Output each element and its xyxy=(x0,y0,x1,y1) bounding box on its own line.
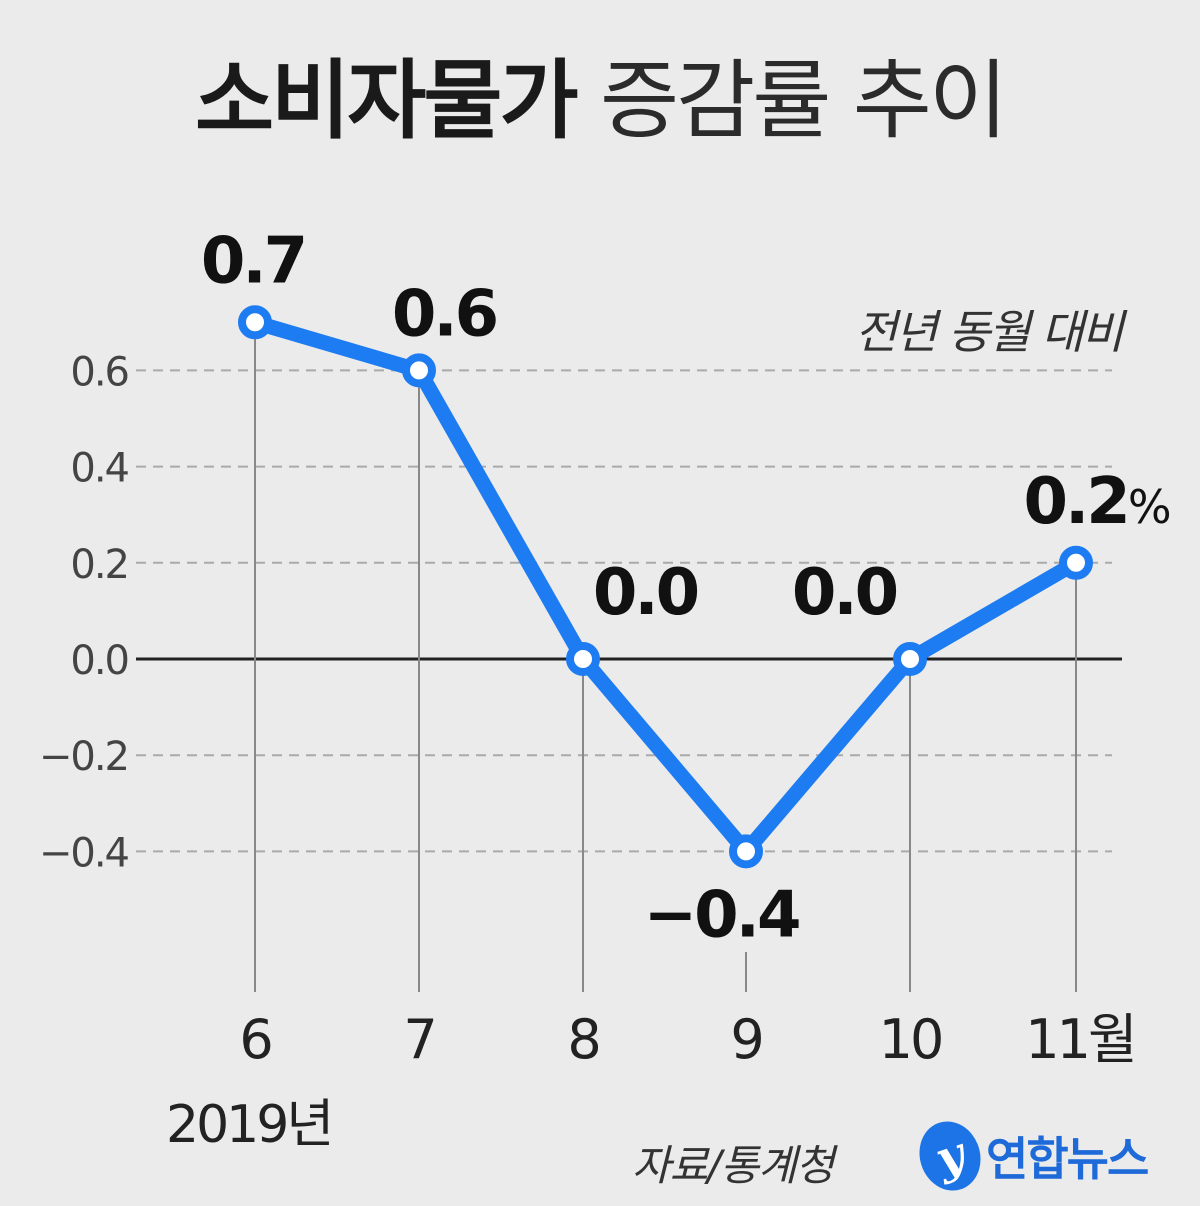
data-point xyxy=(893,642,927,676)
y-tick-label: 0.0 xyxy=(70,638,128,684)
x-tick-label: 6 xyxy=(239,1008,270,1071)
data-point xyxy=(238,305,272,340)
data-label-unit: % xyxy=(1128,480,1170,534)
yonhap-logo: y 연합뉴스 xyxy=(910,1113,1149,1199)
yonhap-logo-icon: y xyxy=(910,1113,990,1199)
data-label: 0.2% xyxy=(1023,465,1169,539)
y-tick-label: 0.6 xyxy=(70,349,128,395)
source-label: 자료/통계청 xyxy=(632,1141,834,1190)
y-tick-label: 0.2 xyxy=(70,542,128,588)
x-tick-label: 9 xyxy=(730,1008,761,1071)
year-label: 2019년 xyxy=(166,1095,334,1155)
x-tick-label: 11월 xyxy=(1025,1008,1134,1071)
x-tick-label: 7 xyxy=(403,1008,434,1071)
data-point xyxy=(402,353,436,388)
y-tick-label: 0.4 xyxy=(70,446,128,492)
title-bold: 소비자물가 xyxy=(195,51,579,151)
chart-subtitle: 전년 동월 대비 xyxy=(854,305,1124,359)
yonhap-logo-text: 연합뉴스 xyxy=(986,1132,1149,1186)
y-tick-label: −0.4 xyxy=(39,830,129,876)
data-label: 0.6 xyxy=(392,277,497,351)
data-point xyxy=(1059,545,1093,580)
data-point xyxy=(566,642,600,676)
x-tick-label: 8 xyxy=(567,1008,598,1071)
data-label: 0.0 xyxy=(593,556,698,630)
y-tick-label: −0.2 xyxy=(39,734,128,780)
data-label: −0.4 xyxy=(644,878,799,952)
data-label: 0.0 xyxy=(792,556,897,630)
data-point xyxy=(729,834,763,869)
title-light: 증감률 추이 xyxy=(600,51,1008,151)
series-line xyxy=(247,314,1084,859)
data-label: 0.7 xyxy=(201,224,305,298)
chart-title: 소비자물가 증감률 추이 xyxy=(0,58,1200,144)
x-tick-label: 10 xyxy=(879,1008,942,1071)
